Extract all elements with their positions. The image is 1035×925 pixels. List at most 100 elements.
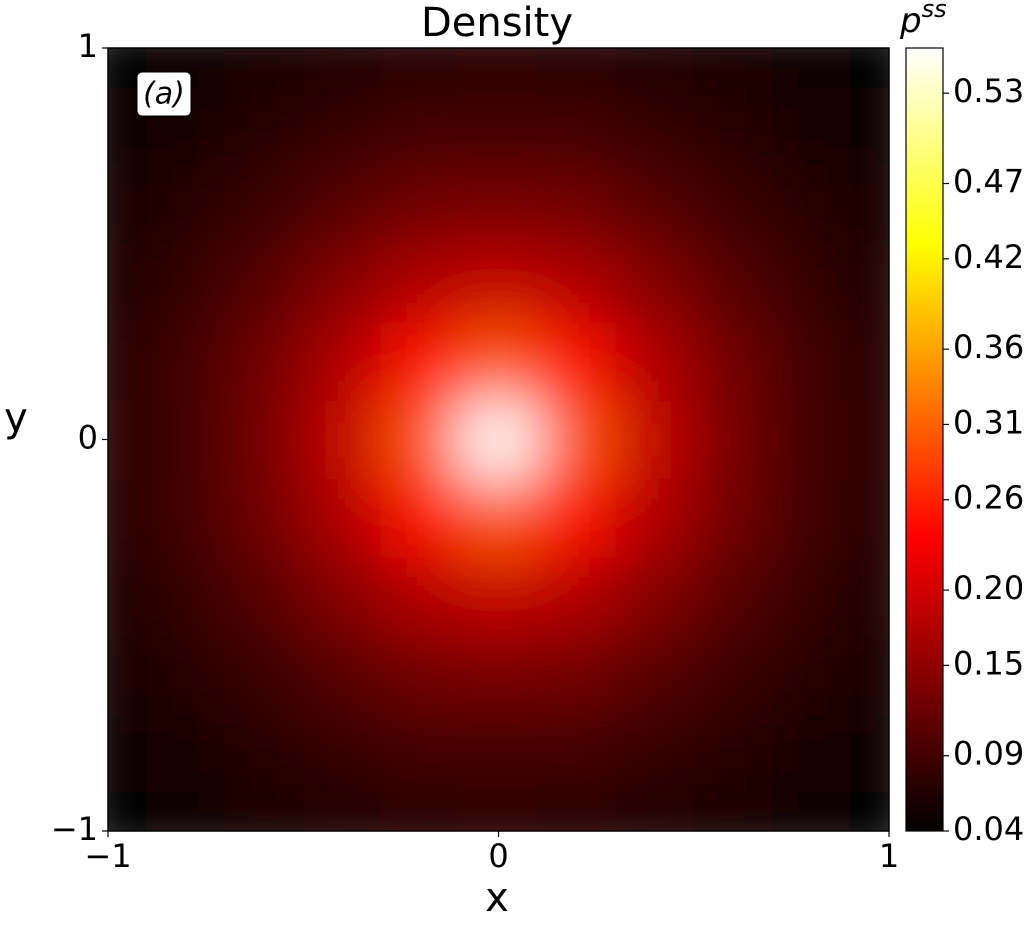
heatmap-cell (615, 791, 695, 831)
y-axis-label: y (4, 395, 28, 441)
heatmap-cell (146, 791, 226, 831)
heatmap-cell (458, 478, 539, 558)
heatmap-cell (771, 399, 851, 480)
heatmap-cell (108, 399, 148, 480)
heatmap-cell (537, 478, 617, 558)
heatmap-cell (615, 478, 695, 558)
heatmap-cell (224, 556, 304, 636)
x-tick-label: 0 (488, 837, 508, 875)
heatmap (108, 48, 889, 831)
heatmap-cell (302, 164, 382, 245)
heatmap-cell (849, 48, 889, 88)
heatmap-clip (108, 48, 889, 831)
heatmap-cell (693, 478, 773, 558)
heatmap-cell (849, 556, 889, 636)
heatmap-cell (108, 713, 148, 793)
heatmap-cell (458, 243, 539, 323)
heatmap-cell (380, 321, 460, 401)
heatmap-cell (849, 791, 889, 831)
heatmap-cell (537, 634, 617, 715)
colorbar-tick-label: 0.15 (953, 644, 1024, 682)
heatmap-cell (458, 164, 539, 245)
colorbar (905, 47, 944, 832)
heatmap-cell (458, 791, 539, 831)
heatmap-cell (537, 321, 617, 401)
heatmap-cell (302, 713, 382, 793)
colorbar-label-sup: ss (922, 0, 947, 23)
colorbar-tick-label: 0.47 (953, 163, 1024, 201)
heatmap-cell (302, 399, 382, 480)
heatmap-cell (380, 634, 460, 715)
heatmap-cell (108, 164, 148, 245)
heatmap-cell (537, 243, 617, 323)
x-tick-label: 1 (879, 837, 899, 875)
heatmap-cell (615, 86, 695, 166)
heatmap-cell (458, 634, 539, 715)
colorbar-label-main: p (899, 1, 922, 41)
heatmap-cell (849, 164, 889, 245)
heatmap-cell (146, 243, 226, 323)
heatmap-cell (302, 321, 382, 401)
heatmap-cell (615, 634, 695, 715)
heatmap-cell (108, 243, 148, 323)
y-tick-label: 0 (78, 419, 98, 457)
heatmap-cell (615, 164, 695, 245)
colorbar-label: pss (899, 0, 947, 41)
y-tick-label: 1 (78, 27, 98, 65)
heatmap-cell (146, 164, 226, 245)
heatmap-cell (771, 634, 851, 715)
heatmap-cell (108, 791, 148, 831)
heatmap-cell (537, 791, 617, 831)
colorbar-tick-label: 0.20 (953, 569, 1024, 607)
heatmap-cell (108, 478, 148, 558)
heatmap-cell (224, 86, 304, 166)
heatmap-cell (108, 321, 148, 401)
heatmap-cell (537, 713, 617, 793)
heatmap-cell (380, 478, 460, 558)
heatmap-cell (771, 164, 851, 245)
heatmap-cell (302, 478, 382, 558)
heatmap-cell (693, 164, 773, 245)
heatmap-cell (380, 556, 460, 636)
colorbar-tick-label: 0.09 (953, 735, 1024, 773)
heatmap-cell (224, 48, 304, 88)
heatmap-cell (380, 399, 460, 480)
heatmap-cell (146, 556, 226, 636)
heatmap-cell (849, 86, 889, 166)
x-axis-label: x (485, 875, 509, 921)
heatmap-cell (224, 791, 304, 831)
colorbar-tick-label: 0.04 (953, 810, 1024, 848)
heatmap-cell (302, 86, 382, 166)
heatmap-cell (380, 791, 460, 831)
heatmap-cell (146, 321, 226, 401)
heatmap-cell (771, 48, 851, 88)
heatmap-cell (146, 713, 226, 793)
heatmap-cell (458, 321, 539, 401)
heatmap-cell (537, 48, 617, 88)
heatmap-cell (693, 321, 773, 401)
heatmap-cell (108, 556, 148, 636)
heatmap-cell (302, 243, 382, 323)
colorbar-tick-label: 0.53 (953, 72, 1024, 110)
heatmap-cell (537, 86, 617, 166)
heatmap-cell (615, 713, 695, 793)
heatmap-cell (849, 713, 889, 793)
heatmap-cell (458, 86, 539, 166)
heatmap-cell (108, 634, 148, 715)
heatmap-cell (380, 164, 460, 245)
heatmap-cell (849, 321, 889, 401)
chart-title: Density (421, 0, 573, 46)
heatmap-cell (146, 399, 226, 480)
heatmap-cell (693, 48, 773, 88)
heatmap-cell (146, 634, 226, 715)
heatmap-cell (771, 478, 851, 558)
heatmap-cell (458, 399, 539, 480)
heatmap-cell (849, 478, 889, 558)
heatmap-cell (302, 556, 382, 636)
heatmap-cell (615, 48, 695, 88)
heatmap-cell (380, 243, 460, 323)
heatmap-cell (224, 478, 304, 558)
heatmap-cell (146, 478, 226, 558)
heatmap-cell (771, 321, 851, 401)
